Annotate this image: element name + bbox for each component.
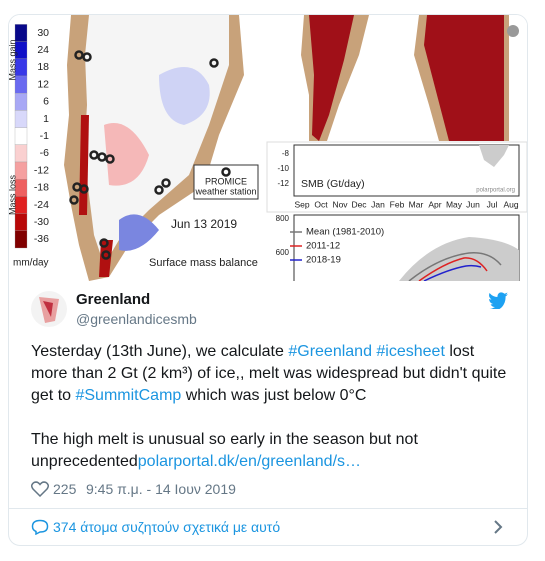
like-count[interactable]: 225 — [53, 481, 77, 497]
legend-box — [193, 164, 259, 200]
link[interactable]: #SummitCamp — [75, 387, 182, 404]
separator — [9, 508, 527, 509]
colorbar-label: -12 — [34, 164, 49, 176]
colorbar-unit: mm/day — [13, 258, 49, 269]
month-label: Jan — [371, 199, 385, 209]
smb-band — [479, 145, 509, 167]
text-run: lost more than 2 Gt (2 km³) of ice,, mel… — [31, 343, 507, 404]
colorbar-cell — [14, 213, 28, 231]
reply-icon[interactable] — [31, 519, 49, 535]
paragraph: The high melt is unusual so early in the… — [31, 429, 511, 473]
legend-text: PROMICE — [205, 176, 247, 186]
colorbar-cell — [14, 144, 28, 163]
like-icon[interactable] — [31, 481, 49, 497]
colorbar-cell — [14, 127, 28, 145]
colorbar-cell — [14, 110, 28, 128]
timestamp[interactable]: 9:45 π.μ. - 14 Ιουν 2019 — [86, 481, 236, 497]
map-caption: Surface mass balance — [149, 257, 258, 269]
melt-area — [424, 15, 504, 141]
mass-gain-area — [119, 214, 159, 251]
mass-gain-label: Mass gain — [9, 39, 17, 80]
month-label: May — [446, 199, 463, 209]
month-label: Jul — [487, 199, 498, 209]
legend-text: 2018-19 — [306, 255, 341, 266]
tweet-text: Yesterday (13th June), we calculate #Gre… — [31, 341, 511, 473]
month-label: Aug — [503, 199, 518, 209]
source-label: polarportal.org — [476, 188, 515, 194]
colorbar-cell — [14, 24, 28, 42]
melt-area — [309, 15, 354, 141]
legend-text: Mean (1981-2010) — [306, 227, 384, 238]
tweet-image[interactable]: 30 24 18 12 6 1 -1 -6 -12 -18 -24 -30 -36 mm/day Mass … — [9, 15, 527, 281]
colorbar-label: 30 — [37, 27, 49, 39]
image-labels: 30 24 18 12 6 1 -1 -6 -12 -18 -24 -30 -36 mm/day Mass … — [9, 27, 519, 269]
line-2018-19 — [423, 264, 482, 281]
month-label: Feb — [390, 199, 405, 209]
paragraph: Yesterday (13th June), we calculate #Gre… — [31, 341, 511, 407]
legend-text: 2011-12 — [306, 241, 340, 252]
link[interactable]: polarportal.dk/en/greenland/s… — [137, 453, 362, 470]
colorbar-label: 12 — [37, 78, 49, 90]
colorbar-label: 18 — [37, 61, 49, 73]
line-2011-12 — [418, 257, 488, 281]
y-tick-label: -12 — [277, 179, 289, 188]
avatar[interactable] — [31, 291, 67, 327]
map-date: Jun 13 2019 — [171, 217, 237, 231]
colorbar-label: -1 — [40, 130, 49, 142]
colorbar-label: -36 — [34, 233, 49, 245]
month-label: Jun — [466, 199, 480, 209]
colorbar-label: 24 — [37, 44, 49, 56]
legend-text: weather station — [194, 186, 256, 196]
colorbar-label: 1 — [43, 113, 49, 125]
smb-axes — [293, 144, 520, 197]
link[interactable]: #Greenland #icesheet — [288, 343, 445, 360]
month-label: Oct — [314, 199, 328, 209]
conversation-link[interactable]: 374 άτομα συζητούν σχετικά με αυτό — [53, 519, 281, 535]
mass-gain-area — [159, 67, 210, 125]
colorbar-label: -24 — [34, 199, 49, 211]
month-label: Dec — [351, 199, 367, 209]
legend-icon — [221, 167, 231, 177]
display-name[interactable]: Greenland — [76, 291, 151, 308]
handle[interactable]: @greenlandicesmb — [76, 311, 197, 327]
colorbar-label: -6 — [40, 147, 49, 159]
text-run: Yesterday (13th June), we calculate — [31, 343, 289, 360]
y-tick-label: -8 — [282, 149, 290, 158]
stations — [69, 50, 219, 260]
y-tick-label: 600 — [276, 248, 290, 257]
y-tick-label: -10 — [277, 164, 289, 173]
colorbar-cell — [14, 93, 28, 111]
smb-label: SMB (Gt/day) — [301, 178, 365, 190]
info-icon[interactable] — [507, 25, 519, 37]
colorbar-cell — [14, 230, 28, 249]
chevron[interactable] — [493, 520, 503, 534]
month-label: Nov — [332, 199, 348, 209]
month-label: Apr — [428, 199, 441, 209]
colorbar-label: -18 — [34, 182, 49, 194]
text-run: The high melt is unusual so early in the… — [31, 431, 418, 470]
text-run: which was just below 0°C — [181, 387, 367, 404]
mass-loss-label: Mass loss — [9, 175, 17, 216]
tweet-card: 30 24 18 12 6 1 -1 -6 -12 -18 -24 -30 -36 mm/day Mass … — [8, 14, 528, 546]
month-label: Mar — [409, 199, 424, 209]
colorbar-label: -30 — [34, 216, 49, 228]
colorbar — [14, 24, 28, 249]
twitter-logo[interactable] — [488, 292, 508, 309]
month-label: Sep — [294, 199, 309, 209]
colorbar-label: 6 — [43, 96, 49, 108]
mass-loss-area — [104, 123, 149, 186]
mean-line — [408, 252, 502, 281]
y-tick-label: 800 — [276, 214, 290, 223]
